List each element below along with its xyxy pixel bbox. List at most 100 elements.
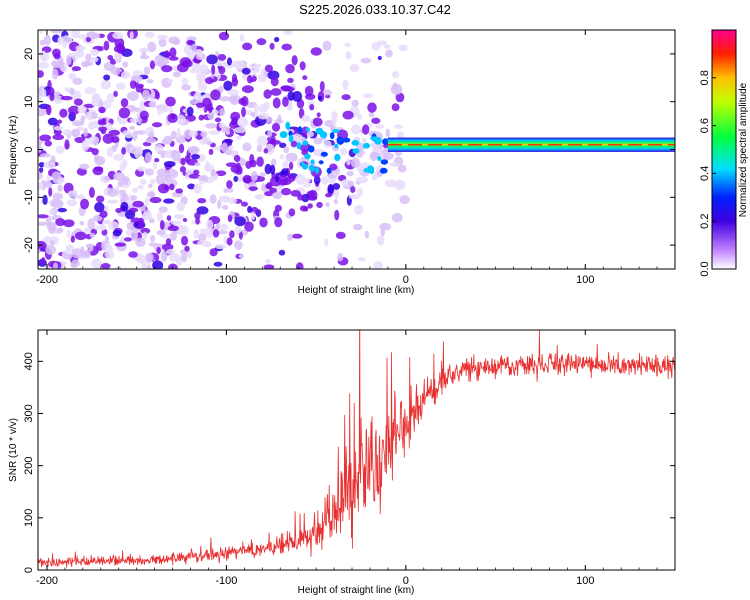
spectrogram-cell xyxy=(319,80,325,92)
spectrogram-cell xyxy=(209,248,218,257)
spectrogram-cell xyxy=(328,177,336,185)
spectrogram-cell xyxy=(203,106,214,111)
spectrogram-cell xyxy=(287,104,293,111)
spectrogram-cell xyxy=(320,176,329,185)
spectrogram-cell xyxy=(229,120,239,129)
x-tick-label: 0 xyxy=(403,575,409,587)
spectrogram-cell xyxy=(183,44,192,55)
spectrogram-cell xyxy=(66,229,71,239)
spectrogram-cell xyxy=(219,108,226,117)
y-tick-label: 10 xyxy=(23,96,35,108)
spectrogram-cell xyxy=(165,96,176,107)
spectrogram-cell xyxy=(99,210,108,219)
spectrogram-cell xyxy=(310,159,315,165)
spectrogram-cell xyxy=(332,129,340,134)
spectrogram-cell xyxy=(161,65,173,73)
spectrogram-cell xyxy=(397,164,407,173)
spectrogram-cell xyxy=(38,181,44,190)
spectrogram-cell xyxy=(320,151,328,157)
spectrogram-cell xyxy=(313,137,323,145)
spectrogram-cell xyxy=(257,112,270,120)
spectrogram-cell xyxy=(144,31,155,38)
spectrogram-cell xyxy=(267,129,273,138)
spectrogram-cell xyxy=(313,175,321,185)
spectrogram-cell xyxy=(119,162,126,171)
spectrogram-cell xyxy=(234,240,243,250)
spectrogram-cell xyxy=(73,98,83,106)
spectrogram-cell xyxy=(225,162,238,168)
x-tick-label: -100 xyxy=(215,274,237,286)
spectrogram-cell xyxy=(155,174,168,185)
spectrogram-cell xyxy=(103,40,110,51)
spectrogram-cell xyxy=(247,205,253,213)
spectrogram-cell xyxy=(94,155,106,166)
spectrogram-cell xyxy=(347,180,355,187)
spectrogram-cell xyxy=(64,139,70,150)
spectrogram-cell xyxy=(270,88,282,96)
spectrogram-cell xyxy=(204,77,214,85)
spectrogram-cell xyxy=(145,252,154,263)
spectrogram-cell xyxy=(362,137,367,143)
spectrogram-cell xyxy=(208,148,214,155)
spectrogram-cell xyxy=(194,212,201,220)
spectrogram-cell xyxy=(169,183,175,191)
spectrogram-cell xyxy=(218,66,226,75)
spectrogram-cell xyxy=(322,40,332,51)
spectrogram-cell xyxy=(120,71,131,79)
spectrogram-cell xyxy=(170,220,182,225)
spectrogram-cell xyxy=(394,124,403,129)
spectrogram-cell xyxy=(118,189,127,196)
spectrogram-cell xyxy=(38,221,49,226)
spectrogram-cell xyxy=(157,34,168,40)
spectrogram-cell xyxy=(205,123,218,129)
spectrogram-cell xyxy=(241,85,254,94)
spectrogram-cell xyxy=(103,74,111,81)
chart-title: S225.2026.033.10.37.C42 xyxy=(299,2,451,17)
spectrogram-cell xyxy=(303,206,309,212)
spectrogram-cell xyxy=(45,244,56,255)
spectrogram-cell xyxy=(266,182,273,190)
spectrogram-cell xyxy=(113,153,125,161)
spectrogram-cell xyxy=(226,57,233,66)
spectrogram-cell xyxy=(138,146,143,155)
spectrogram-cell xyxy=(274,36,280,43)
y-tick-label: -10 xyxy=(23,189,35,205)
spectrogram-cell xyxy=(176,201,186,212)
spectrogram-cell xyxy=(215,170,227,177)
spectrogram-cell xyxy=(301,163,309,170)
spectrogram-cell xyxy=(182,217,188,223)
spectrogram-cell xyxy=(53,53,61,60)
spectrogram-cell xyxy=(282,160,289,169)
spectrogram-cell xyxy=(39,30,44,34)
spectrogram-cell xyxy=(246,75,253,84)
x-tick-label: -100 xyxy=(215,575,237,587)
spectrogram-cell xyxy=(209,194,217,204)
spectrogram-cell xyxy=(235,162,241,171)
spectrogram-cell xyxy=(290,189,301,197)
spectrogram-cell xyxy=(127,91,139,102)
spectrogram-cell xyxy=(147,41,157,53)
spectrogram-cell xyxy=(376,235,385,246)
spectrogram-cell xyxy=(38,128,41,133)
spectrogram-cell xyxy=(178,143,185,154)
spectrogram-cell xyxy=(204,227,214,238)
spectrogram-cell xyxy=(133,107,141,112)
spectrogram-cell xyxy=(205,219,214,231)
spectrogram-cell xyxy=(80,115,85,125)
spectrogram-cell xyxy=(269,42,275,50)
snr-frame xyxy=(37,329,676,571)
y-tick-label: 200 xyxy=(23,456,35,474)
spectrogram-cell xyxy=(312,117,323,127)
spectrogram-cell xyxy=(215,59,227,67)
spectrogram-cell xyxy=(38,171,43,180)
spectrogram-cell xyxy=(198,233,207,242)
spectrogram-cell xyxy=(76,167,87,176)
spectrogram-cell xyxy=(395,92,405,103)
spectrogram-cell xyxy=(356,176,369,184)
spectrogram-cell xyxy=(57,36,62,46)
spectrogram-cell xyxy=(85,243,95,249)
spectrogram-cell xyxy=(52,262,58,269)
spectrogram-cell xyxy=(55,218,66,227)
spectrogram-cell xyxy=(49,240,55,246)
spectrogram-cell xyxy=(227,145,234,151)
